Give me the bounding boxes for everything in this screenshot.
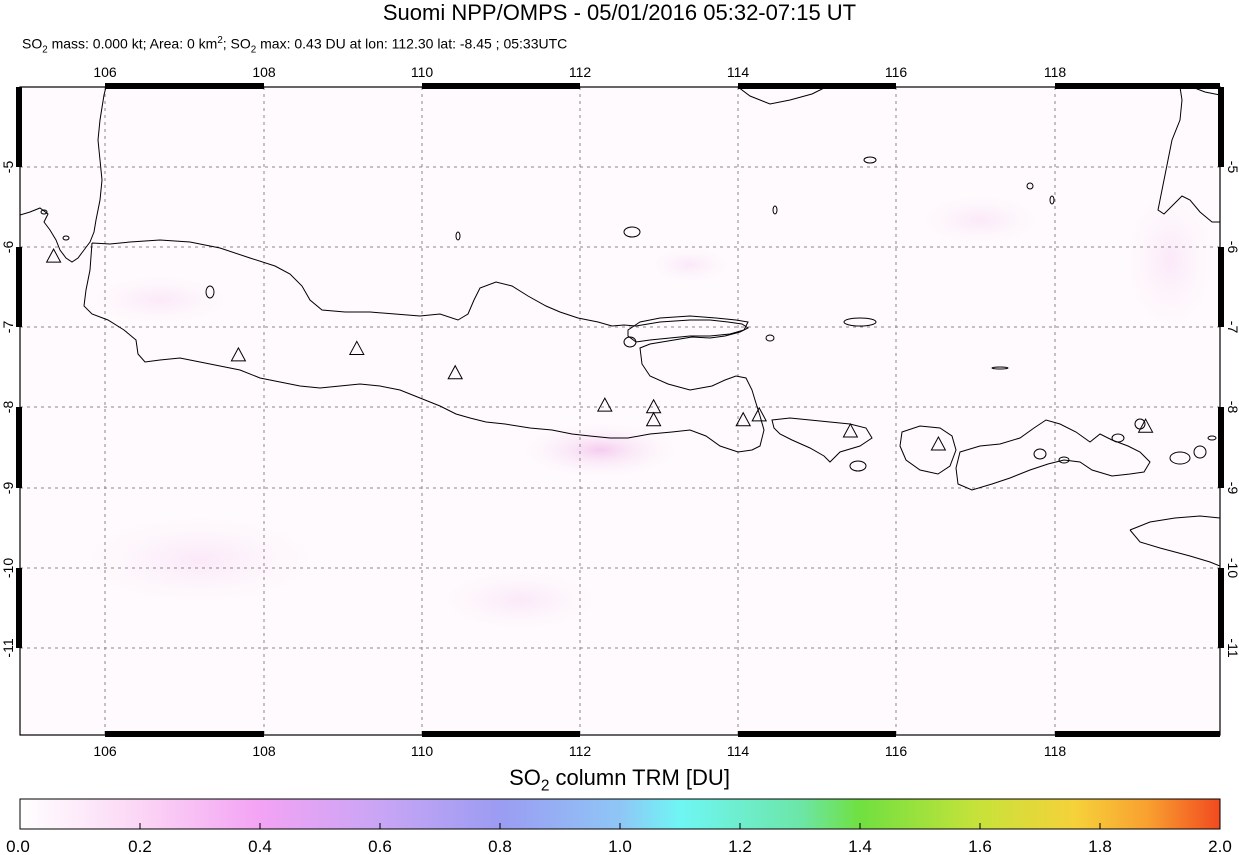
colorbar-label: 0.6 xyxy=(368,837,392,855)
colorbar-label: 0.8 xyxy=(488,837,512,855)
lon-label: 116 xyxy=(885,743,908,759)
colorbar-ticks xyxy=(139,823,1101,829)
lon-label: 114 xyxy=(727,64,750,80)
colorbar-label: 1.6 xyxy=(968,837,992,855)
lat-label: -7 xyxy=(0,321,16,334)
lat-label: -6 xyxy=(1225,241,1239,254)
triangle-marker-icon xyxy=(45,248,62,263)
subtitle-max: max: 0.43 DU at lon: 112.30 lat: -8.45 ;… xyxy=(256,35,568,52)
colorbar-label: 0.4 xyxy=(248,837,272,855)
lat-label: -6 xyxy=(0,241,16,254)
lat-labels-left: -5 -6 -7 -8 -9 -10 -11 xyxy=(0,161,16,658)
coast-java xyxy=(83,239,765,453)
triangle-marker-icon xyxy=(735,411,752,427)
triangle-marker-icon xyxy=(348,340,365,355)
lat-label: -5 xyxy=(1225,161,1239,174)
subtitle-sub-2: 2 xyxy=(42,44,48,56)
lon-label: 108 xyxy=(252,64,276,80)
subtitle-so2-b: ; SO xyxy=(222,35,251,52)
colorbar-label: 1.4 xyxy=(848,837,872,855)
subtitle-sup-2: 2 xyxy=(217,35,223,46)
frame-ticks xyxy=(16,83,1224,737)
colorbar-labels: 0.0 0.2 0.4 0.6 0.8 1.0 1.2 1.4 1.6 1.8 … xyxy=(6,837,1232,855)
lat-label: -11 xyxy=(1225,638,1239,657)
colorbar-label: 1.0 xyxy=(608,837,632,855)
colorbar-label: 1.2 xyxy=(728,837,752,855)
triangle-marker-icon xyxy=(447,364,464,380)
lon-label: 116 xyxy=(885,64,908,80)
triangle-marker-icon xyxy=(930,435,947,451)
lon-label: 118 xyxy=(1044,743,1067,759)
lon-label: 108 xyxy=(252,743,276,759)
coast-bali xyxy=(771,417,873,463)
triangle-marker-icon xyxy=(596,397,613,412)
lat-label: -11 xyxy=(0,638,16,657)
lat-label: -10 xyxy=(0,558,16,578)
coastlines xyxy=(20,87,1220,567)
colorbar-title-rest: column TRM [DU] xyxy=(549,765,730,790)
triangle-marker-icon xyxy=(230,346,247,362)
colorbar-label: 2.0 xyxy=(1208,837,1232,855)
coast-madura xyxy=(627,315,749,343)
lat-label: -9 xyxy=(0,482,16,495)
map-background xyxy=(20,87,1220,735)
subtitle-so2: SO xyxy=(22,35,43,52)
lon-labels-top: 106 108 110 112 114 116 118 xyxy=(93,64,1066,80)
lon-labels-bottom: 106 108 110 112 114 116 118 xyxy=(93,743,1066,759)
coast-lombok xyxy=(899,425,957,475)
coast-sumbawa xyxy=(955,419,1151,491)
subtitle-sub-2b: 2 xyxy=(250,44,257,56)
colorbar-label: 0.0 xyxy=(6,837,30,855)
lon-label: 114 xyxy=(727,743,750,759)
lat-label: -8 xyxy=(1225,401,1239,414)
colorbar-title-so: SO xyxy=(509,765,541,790)
lat-label: -7 xyxy=(1225,321,1239,334)
map-title: Suomi NPP/OMPS - 05/01/2016 05:32-07:15 … xyxy=(382,0,857,25)
map-subtitle: SO2 mass: 0.000 kt; Area: 0 km2; SO2 max… xyxy=(22,35,567,55)
lat-labels-right: -5 -6 -7 -8 -9 -10 -11 xyxy=(1225,161,1239,658)
coast-sumatra xyxy=(20,87,107,263)
lon-label: 112 xyxy=(569,743,592,759)
lon-label: 106 xyxy=(93,743,117,759)
coast-north-middle xyxy=(737,87,827,105)
colorbar-title: SO2 column TRM [DU] xyxy=(0,765,1239,795)
subtitle-mass: mass: 0.000 kt; Area: 0 km xyxy=(47,35,218,52)
lon-label: 110 xyxy=(411,64,434,80)
lat-label: -8 xyxy=(0,401,16,414)
triangle-marker-icon xyxy=(751,406,768,422)
coast-sumba xyxy=(1129,515,1220,567)
coast-north-right xyxy=(1191,87,1220,96)
graticule xyxy=(20,87,1220,735)
lon-label: 112 xyxy=(569,64,592,80)
lat-label: -9 xyxy=(1225,482,1239,495)
colorbar-title-sub: 2 xyxy=(540,777,550,795)
lat-label: -10 xyxy=(1225,558,1239,578)
lat-label: -5 xyxy=(0,161,16,174)
triangle-marker-icon xyxy=(1137,418,1154,433)
so2-haze-layer xyxy=(80,190,1215,630)
colorbar-label: 1.8 xyxy=(1088,837,1112,855)
lon-label: 106 xyxy=(93,64,117,80)
lon-label: 118 xyxy=(1044,64,1067,80)
lon-label: 110 xyxy=(411,743,434,759)
triangle-marker-icon xyxy=(842,423,859,438)
volcano-markers xyxy=(45,248,1154,451)
triangle-marker-icon xyxy=(645,411,662,427)
coast-north-east xyxy=(1157,87,1220,223)
colorbar-label: 0.2 xyxy=(128,837,152,855)
